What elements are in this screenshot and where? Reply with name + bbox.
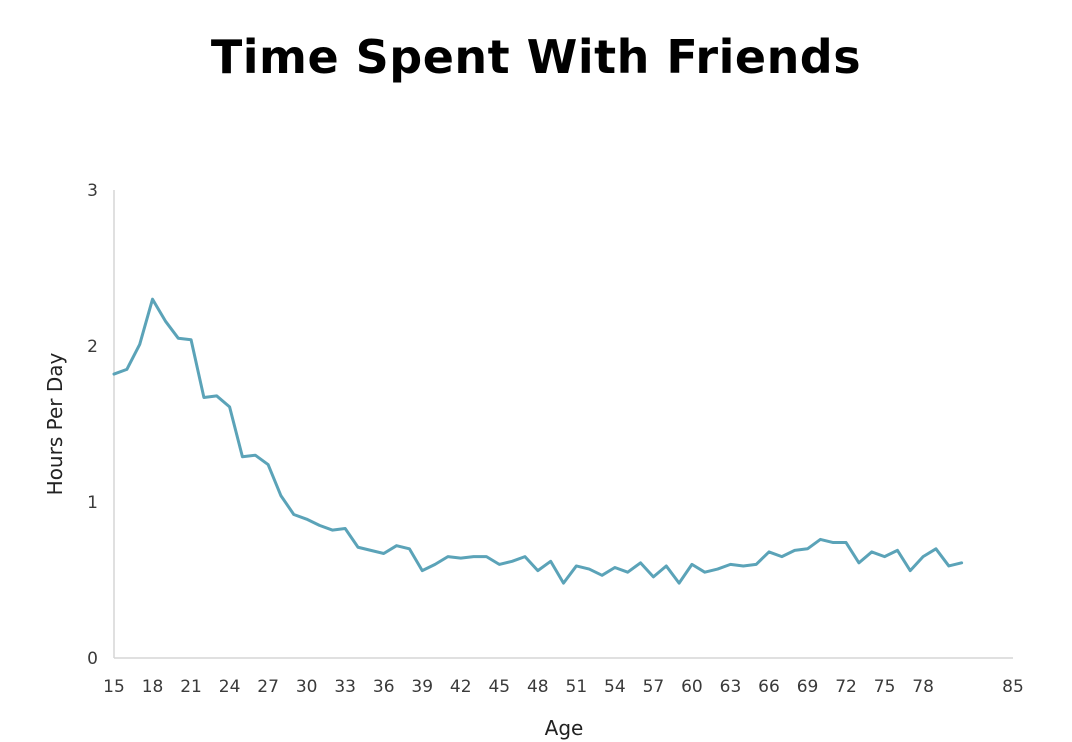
x-tick-label: 60	[681, 677, 703, 697]
x-tick-label: 75	[874, 677, 896, 697]
x-tick-label: 45	[488, 677, 510, 697]
chart-title: Time Spent With Friends	[210, 30, 862, 84]
series-line	[112, 297, 964, 585]
y-tick-label: 2	[87, 337, 98, 357]
x-tick-label: 78	[912, 677, 934, 697]
x-tick-label: 42	[450, 677, 472, 697]
y-tick-label: 0	[87, 649, 98, 669]
x-tick-label: 21	[180, 677, 202, 697]
x-axis-title: Age	[545, 716, 584, 740]
x-tick-label: 24	[219, 677, 241, 697]
y-axis-ticks: 0 1 2 3	[87, 181, 98, 669]
x-tick-label: 66	[758, 677, 780, 697]
x-axis-ticks: 15 18 21 24 27 30 33 36 39 42 45 48 51 54 57 60 63 66 69 72…	[103, 677, 1024, 697]
x-tick-label: 72	[835, 677, 857, 697]
x-tick-label: 69	[797, 677, 819, 697]
x-tick-label: 15	[103, 677, 125, 697]
x-tick-label: 27	[257, 677, 279, 697]
y-tick-label: 1	[87, 493, 98, 513]
x-tick-label: 85	[1002, 677, 1024, 697]
x-tick-label: 39	[411, 677, 433, 697]
y-tick-label: 3	[87, 181, 98, 201]
y-axis-title: Hours Per Day	[43, 353, 67, 496]
x-tick-label: 30	[296, 677, 318, 697]
x-tick-label: 57	[643, 677, 665, 697]
x-tick-label: 18	[142, 677, 164, 697]
x-tick-label: 63	[720, 677, 742, 697]
x-tick-label: 33	[334, 677, 356, 697]
x-tick-label: 51	[566, 677, 588, 697]
x-tick-label: 54	[604, 677, 626, 697]
x-tick-label: 36	[373, 677, 395, 697]
x-tick-label: 48	[527, 677, 549, 697]
